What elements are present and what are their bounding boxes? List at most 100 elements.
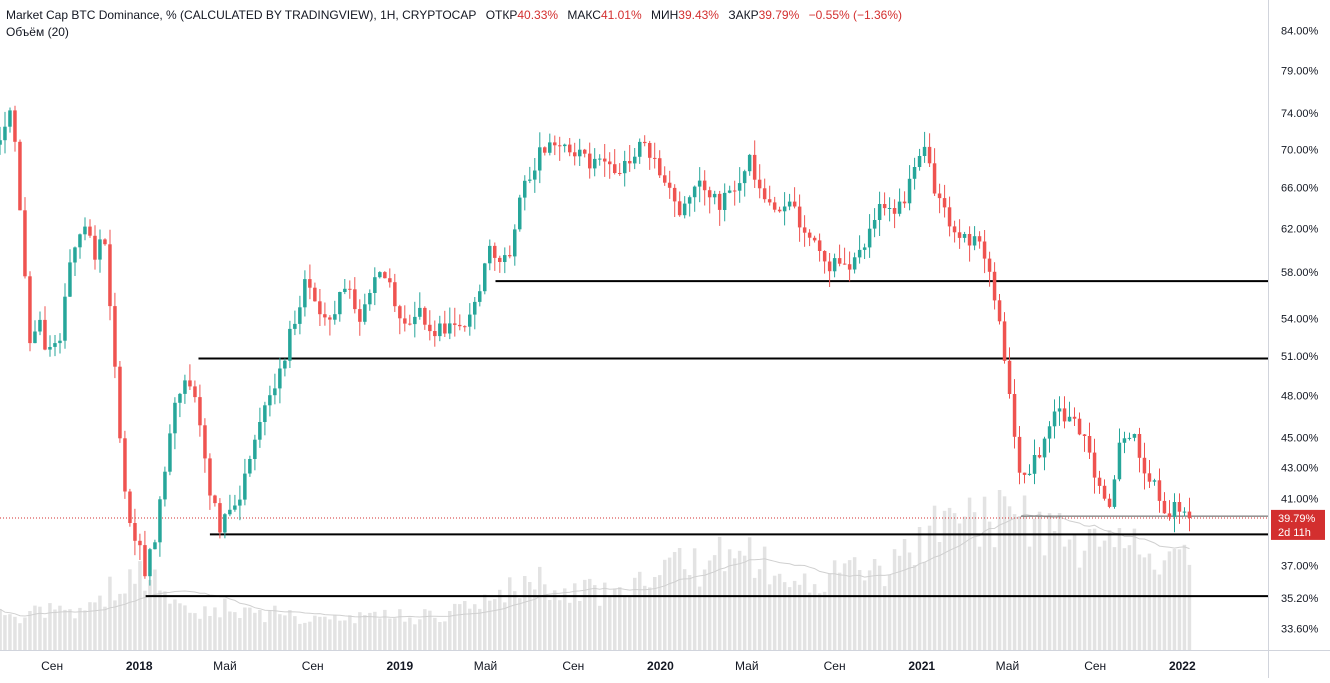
candle-body <box>1107 498 1112 507</box>
volume-bar <box>108 576 112 650</box>
volume-bar <box>153 569 157 650</box>
volume-bar <box>513 591 517 650</box>
volume-bar <box>1047 513 1052 650</box>
candle-body <box>263 405 267 422</box>
candle-body <box>93 235 97 260</box>
candle-body <box>123 438 127 492</box>
time-tick-label: Сен <box>562 659 584 673</box>
volume-bar <box>967 497 972 650</box>
candle-body <box>98 239 102 260</box>
volume-bar <box>822 591 827 650</box>
volume-bar <box>378 618 382 650</box>
volume-bar <box>233 612 237 650</box>
price-tick-label: 58.00% <box>1281 267 1319 279</box>
candle-body <box>1137 434 1142 458</box>
volume-bar <box>283 615 287 650</box>
candle-body <box>103 239 107 245</box>
time-tick-label: Сен <box>824 659 846 673</box>
volume-bar <box>1082 550 1087 650</box>
volume-bar <box>827 573 832 650</box>
candle-body <box>423 307 427 325</box>
price-tick-label: 84.00% <box>1281 25 1319 37</box>
candle-body <box>762 188 767 200</box>
candle-body <box>543 147 547 153</box>
volume-bar <box>23 617 27 650</box>
close-label: ЗАКР <box>728 8 759 22</box>
candle-body <box>203 425 207 459</box>
candle-body <box>757 179 762 189</box>
candle-body <box>1022 472 1027 475</box>
volume-bar <box>83 610 87 650</box>
change-value: −0.55% (−1.36%) <box>808 8 903 22</box>
volume-bar <box>922 561 927 650</box>
candle-body <box>1117 442 1122 480</box>
price-tick-label: 54.00% <box>1281 314 1319 326</box>
volume-bar <box>8 614 12 650</box>
candle-body <box>997 300 1002 322</box>
volume-bar <box>148 579 152 650</box>
open-label: ОТКР <box>485 8 518 22</box>
candle-body <box>822 251 827 262</box>
candle-body <box>648 143 652 158</box>
volume-bar <box>363 615 367 650</box>
volume-bar <box>1002 496 1007 650</box>
candle-body <box>907 178 912 204</box>
candle-body <box>1062 408 1067 422</box>
volume-bar <box>737 550 742 650</box>
volume-bar <box>987 521 992 650</box>
candle-body <box>83 226 87 235</box>
candle-body <box>727 190 732 193</box>
candle-body <box>1162 500 1167 514</box>
candle-body <box>867 228 872 248</box>
candle-body <box>732 190 737 192</box>
volume-bar <box>1117 528 1122 650</box>
candle-body <box>707 190 712 198</box>
candle-body <box>1072 416 1077 419</box>
volume-bar <box>538 566 542 650</box>
volume-bar <box>398 609 402 650</box>
volume-bar <box>932 505 937 650</box>
candle-body <box>1027 473 1032 475</box>
candle-body <box>198 397 202 426</box>
volume-bar <box>123 593 127 650</box>
candle-body <box>1177 502 1182 512</box>
volume-bar <box>578 601 582 650</box>
candle-body <box>877 204 882 220</box>
candle-body <box>433 331 437 337</box>
volume-bar <box>33 605 37 650</box>
volume-bar <box>203 606 207 650</box>
volume-bar <box>258 610 262 650</box>
volume-bar <box>453 603 457 650</box>
volume-bar <box>293 616 297 650</box>
volume-bar <box>178 603 182 650</box>
volume-bar <box>1007 506 1012 650</box>
candle-body <box>962 234 967 238</box>
candle-body <box>697 180 702 187</box>
candle-body <box>493 245 497 258</box>
volume-bar <box>458 604 462 650</box>
volume-bar <box>1017 516 1022 650</box>
volume-bar <box>73 618 77 650</box>
volume-bar <box>1132 528 1137 650</box>
volume-bar <box>887 574 892 650</box>
candle-body <box>1012 394 1017 437</box>
time-tick-label: 2020 <box>647 659 674 673</box>
volume-bar <box>1172 549 1177 650</box>
candle-body <box>787 201 792 207</box>
candle-body <box>238 499 242 506</box>
volume-bar <box>328 619 332 650</box>
volume-bar <box>837 572 842 650</box>
volume-bar <box>133 583 137 650</box>
candle-body <box>418 307 422 317</box>
volume-bar <box>977 546 982 650</box>
candle-body <box>158 499 162 543</box>
volume-bar <box>53 609 57 650</box>
candle-body <box>1092 452 1097 478</box>
candle-body <box>702 180 707 191</box>
candle-body <box>413 316 417 325</box>
price-tick-label: 35.20% <box>1281 593 1319 605</box>
candle-body <box>188 380 192 387</box>
volume-bar <box>1042 555 1047 650</box>
